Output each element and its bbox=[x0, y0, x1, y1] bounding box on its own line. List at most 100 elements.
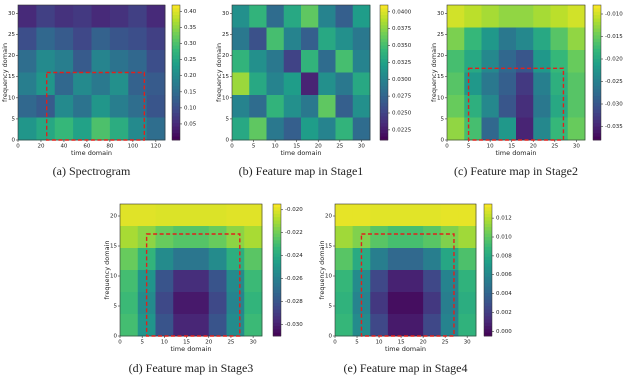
colorbar-segment bbox=[380, 45, 388, 50]
heatmap-cell bbox=[447, 72, 465, 96]
heatmap-cell bbox=[335, 204, 354, 227]
colorbar-segment bbox=[484, 253, 492, 258]
colorbar-segment bbox=[593, 102, 601, 107]
heatmap-cell bbox=[335, 50, 354, 73]
colorbar-segment bbox=[484, 289, 492, 294]
colorbar-tick-label: 0.0275 bbox=[392, 94, 412, 100]
heatmap-cell bbox=[173, 292, 192, 315]
colorbar-segment bbox=[593, 45, 601, 50]
heatmap-cell bbox=[387, 314, 406, 337]
colorbar-segment bbox=[380, 38, 388, 43]
heatmap-cell bbox=[208, 248, 227, 271]
heatmap-cell bbox=[516, 117, 534, 141]
heatmap-cell bbox=[54, 117, 74, 141]
colorbar-segment bbox=[593, 28, 601, 33]
heatmap-cell bbox=[423, 292, 442, 315]
heatmap-cell bbox=[249, 72, 267, 96]
heatmap-cell bbox=[226, 270, 245, 293]
heatmap-cell bbox=[447, 5, 465, 28]
heatmap-cell bbox=[387, 248, 406, 271]
heatmap-cell bbox=[481, 5, 500, 28]
heatmap-cell bbox=[318, 50, 336, 73]
x-tick-label: 30 bbox=[464, 340, 471, 346]
heatmap-cell bbox=[91, 117, 111, 141]
heatmap-cell bbox=[18, 50, 37, 73]
x-tick-label: 0 bbox=[118, 340, 122, 346]
heatmap-cell bbox=[128, 5, 148, 28]
heatmap-cell bbox=[36, 95, 56, 118]
y-tick-label: 10 bbox=[110, 274, 117, 280]
colorbar-tick-label: -0.030 bbox=[605, 102, 623, 108]
colorbar-tick-label: 0.20 bbox=[184, 73, 197, 79]
heatmap-cell bbox=[498, 50, 517, 73]
colorbar-segment bbox=[484, 223, 492, 228]
colorbar-segment bbox=[273, 250, 281, 254]
heatmap-cell bbox=[226, 314, 245, 337]
heatmap-cell bbox=[458, 270, 477, 293]
colorbar-segment bbox=[593, 109, 601, 114]
heatmap-cell bbox=[226, 204, 245, 227]
colorbar-segment bbox=[484, 217, 492, 221]
y-tick-label: 15 bbox=[325, 244, 332, 250]
y-tick-label: 0 bbox=[114, 334, 118, 340]
heatmap-cell bbox=[232, 117, 250, 141]
x-tick-label: 10 bbox=[272, 144, 279, 150]
heatmap-cell bbox=[266, 5, 285, 28]
colorbar-tick-label: 0.0400 bbox=[392, 9, 412, 15]
colorbar-segment bbox=[593, 69, 601, 73]
colorbar-segment bbox=[172, 25, 180, 30]
heatmap-cell bbox=[266, 72, 285, 96]
colorbar-segment bbox=[172, 11, 180, 16]
colorbar-segment bbox=[380, 5, 388, 9]
colorbar-segment bbox=[172, 123, 180, 127]
x-axis-label: time domain bbox=[170, 345, 211, 353]
colorbar-segment bbox=[380, 129, 388, 134]
x-tick-label: 25 bbox=[551, 144, 558, 150]
heatmap-cell bbox=[567, 5, 586, 28]
heatmap-cell bbox=[405, 248, 424, 271]
heatmap-cell bbox=[249, 95, 267, 118]
colorbar-segment bbox=[593, 38, 601, 43]
heatmap-cell bbox=[18, 117, 37, 141]
colorbar-segment bbox=[172, 89, 180, 94]
colorbar-segment bbox=[172, 82, 180, 87]
heatmap-cell bbox=[550, 27, 569, 51]
colorbar-tick-label: 0.000 bbox=[496, 329, 512, 335]
heatmap-cell bbox=[120, 204, 139, 227]
heatmap-cell bbox=[458, 248, 477, 271]
heatmap-cell bbox=[516, 5, 534, 28]
heatmap-cell bbox=[232, 27, 250, 51]
heatmap-cell bbox=[54, 5, 74, 28]
y-tick-label: 5 bbox=[114, 304, 118, 310]
y-tick-label: 20 bbox=[222, 53, 229, 59]
heatmap-cell bbox=[352, 27, 371, 51]
heatmap-cell bbox=[423, 270, 442, 293]
heatmap-cell bbox=[352, 248, 371, 271]
heatmap-cell bbox=[244, 248, 263, 271]
colorbar-tick-label: 0.004 bbox=[496, 291, 512, 297]
colorbar-segment bbox=[484, 207, 492, 211]
colorbar-segment bbox=[172, 109, 180, 114]
heatmap-cell bbox=[447, 117, 465, 141]
colorbar-segment bbox=[380, 69, 388, 73]
heatmap-cell bbox=[18, 95, 37, 118]
colorbar-segment bbox=[484, 220, 492, 225]
y-tick-label: 0 bbox=[12, 138, 16, 144]
colorbar-segment bbox=[380, 48, 388, 53]
colorbar-segment bbox=[273, 309, 281, 314]
x-tick-label: 25 bbox=[442, 340, 449, 346]
heatmap-cell bbox=[447, 95, 465, 118]
heatmap-cell bbox=[567, 117, 586, 141]
colorbar-segment bbox=[593, 32, 601, 36]
heatmap-cell bbox=[91, 5, 111, 28]
heatmap-cell bbox=[405, 292, 424, 315]
colorbar-segment bbox=[380, 65, 388, 70]
heatmap-cell bbox=[550, 5, 569, 28]
colorbar-segment bbox=[380, 59, 388, 63]
heatmap-cell bbox=[191, 226, 210, 249]
colorbar-segment bbox=[593, 35, 601, 40]
y-tick-label: 0 bbox=[329, 334, 333, 340]
colorbar-segment bbox=[273, 283, 281, 287]
x-tick-label: 10 bbox=[161, 340, 168, 346]
heatmap-cell bbox=[128, 72, 148, 96]
